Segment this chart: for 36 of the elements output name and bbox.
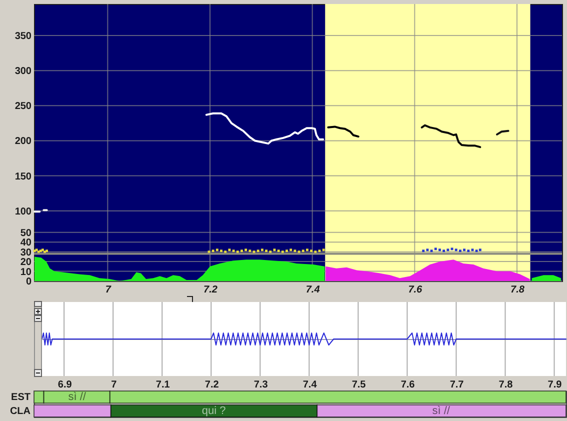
annotation: sì // <box>68 391 87 404</box>
x-tick-label: 6.9 <box>58 380 72 390</box>
y2-tick-label: 30 <box>20 247 32 258</box>
y-tick-label: 300 <box>14 66 32 78</box>
x-tick-label: 7.9 <box>548 380 562 390</box>
y-tick-label: CLA <box>10 406 30 417</box>
annotation: sì // <box>432 404 451 417</box>
x-tick-label: 7.3 <box>254 380 268 390</box>
x-tick-label: 7 <box>105 284 112 296</box>
y2-tick-label: 10 <box>20 266 32 278</box>
x-tick-label: 7.2 <box>204 284 218 296</box>
line-series <box>420 124 482 148</box>
y-tick-label: 250 <box>14 101 32 112</box>
x-tick-label: 7.8 <box>498 380 514 390</box>
y-tick-label: 150 <box>14 171 32 182</box>
y2-tick-label: 0 <box>26 276 32 288</box>
y2-tick-label: 40 <box>20 238 32 249</box>
line-series <box>327 126 360 138</box>
x-tick-label: 7.2 <box>204 380 220 390</box>
y-tick-label: 350 <box>14 31 32 42</box>
line-series <box>205 112 324 145</box>
x-tick-label: 7.1 <box>156 380 170 390</box>
y-tick-label: 200 <box>14 136 32 148</box>
x-tick-label: 7.4 <box>302 380 318 390</box>
x-tick-label: 7.5 <box>352 380 366 390</box>
annotation: qui ? <box>202 404 226 417</box>
y-tick-label: 100 <box>14 206 32 218</box>
x-tick-label: 7.7 <box>450 380 464 390</box>
x-tick-label: 7.8 <box>510 284 525 296</box>
x-tick-label: 7.4 <box>306 284 320 296</box>
x-tick-label: 7.6 <box>408 284 423 296</box>
x-tick-label: 7.6 <box>400 380 416 390</box>
y-tick-label: EST <box>11 392 30 404</box>
x-tick-label: 7 <box>111 380 118 390</box>
y2-tick-label: 20 <box>20 257 32 268</box>
y2-tick-label: 50 <box>20 228 32 239</box>
